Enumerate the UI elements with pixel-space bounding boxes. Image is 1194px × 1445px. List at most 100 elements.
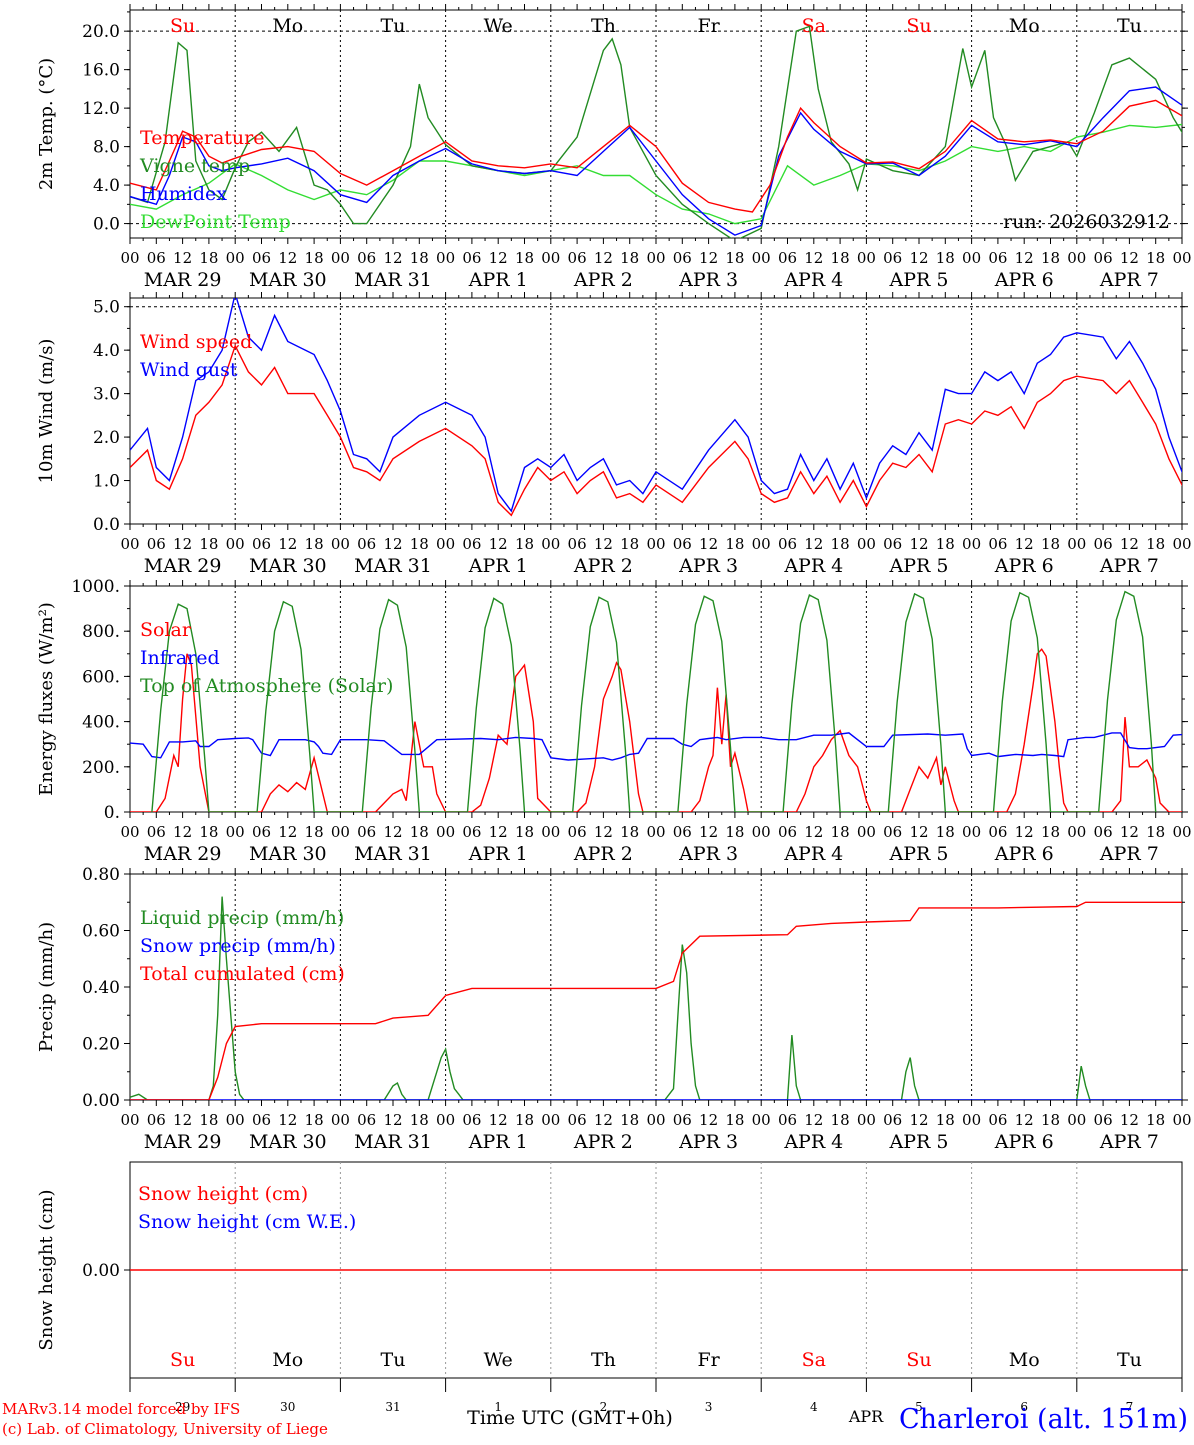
hour-tick-label: 18	[1146, 1111, 1165, 1129]
date-label: MAR 29	[144, 555, 222, 577]
hour-tick-label: 12	[699, 823, 718, 841]
hour-tick-label: 18	[725, 1111, 744, 1129]
legend-entry: Wind speed	[140, 331, 252, 353]
hour-tick-label: 00	[1067, 535, 1086, 553]
hour-tick-label: 00	[1067, 1111, 1086, 1129]
hour-tick-label: 18	[199, 1111, 218, 1129]
hour-tick-label: 06	[462, 249, 481, 267]
hour-tick-label: 18	[410, 823, 429, 841]
hour-tick-label: 00	[962, 1111, 981, 1129]
y-axis-label: Snow height (cm)	[36, 1189, 57, 1350]
date-label: MAR 30	[249, 1131, 327, 1153]
hour-tick-label: 18	[1146, 823, 1165, 841]
date-label: APR 3	[678, 555, 738, 577]
date-label: APR 1	[468, 555, 528, 577]
x-axis-label: Time UTC (GMT+0h)	[467, 1407, 673, 1429]
hour-tick-label: 18	[410, 249, 429, 267]
legend-entry: Infrared	[140, 647, 220, 669]
hour-tick-label: 12	[804, 249, 823, 267]
y-tick-label: 16.0	[82, 61, 120, 81]
hour-tick-label: 18	[515, 823, 534, 841]
hour-tick-label: 06	[883, 823, 902, 841]
day-name: Mo	[1009, 1349, 1040, 1371]
hour-tick-label: 06	[883, 1111, 902, 1129]
legend-entry: Solar	[140, 619, 192, 641]
hour-tick-label: 06	[673, 1111, 692, 1129]
hour-tick-label: 06	[568, 249, 587, 267]
hour-tick-label: 00	[331, 249, 350, 267]
hour-tick-label: 12	[173, 823, 192, 841]
hour-tick-label: 18	[515, 1111, 534, 1129]
hour-tick-label: 06	[252, 823, 271, 841]
date-label: APR 5	[889, 555, 949, 577]
hour-tick-label: 06	[1094, 823, 1113, 841]
day-name: Su	[170, 15, 195, 37]
hour-tick-label: 06	[673, 535, 692, 553]
series-line-solar	[130, 648, 1182, 812]
hour-tick-label: 00	[962, 249, 981, 267]
hour-tick-label: 00	[752, 249, 771, 267]
hour-tick-label: 12	[278, 1111, 297, 1129]
date-label: APR 1	[468, 843, 528, 865]
hour-tick-label: 00	[226, 535, 245, 553]
hour-tick-label: 06	[252, 535, 271, 553]
date-label: APR 7	[1099, 843, 1159, 865]
hour-tick-label: 06	[147, 249, 166, 267]
panel-5: 0.00 Snow height (cm) Su 29 Mo 30 Tu 31 We 1 Th 2 Fr…	[36, 1161, 1188, 1414]
hour-tick-label: 12	[1120, 249, 1139, 267]
y-tick-label: 800.	[82, 622, 120, 642]
hour-tick-label: 06	[568, 535, 587, 553]
date-label: APR 7	[1099, 269, 1159, 291]
date-label: APR 3	[678, 269, 738, 291]
date-label: MAR 31	[354, 1131, 432, 1153]
legend-entry: Temperature	[140, 127, 264, 149]
day-number: 30	[280, 1400, 295, 1414]
hour-tick-label: 06	[988, 1111, 1007, 1129]
y-tick-label: 0.0	[93, 215, 120, 235]
legend-entry: Vigne temp	[139, 155, 250, 177]
hour-tick-label: 06	[568, 823, 587, 841]
hour-tick-label: 00	[962, 823, 981, 841]
date-label: APR 2	[573, 843, 633, 865]
hour-tick-label: 00	[646, 249, 665, 267]
hour-tick-label: 06	[1094, 535, 1113, 553]
day-name: Tu	[1117, 15, 1142, 37]
hour-tick-label: 18	[1041, 535, 1060, 553]
hour-tick-label: 12	[1015, 823, 1034, 841]
y-tick-label: 1.0	[93, 472, 120, 492]
hour-tick-label: 00	[226, 823, 245, 841]
hour-tick-label: 12	[278, 535, 297, 553]
hour-tick-label: 06	[462, 1111, 481, 1129]
hour-tick-label: 00	[541, 823, 560, 841]
series-line-infrared	[130, 732, 1182, 761]
hour-tick-label: 00	[752, 535, 771, 553]
day-number: 3	[705, 1400, 713, 1414]
y-tick-label: 0.20	[82, 1035, 120, 1055]
hour-tick-label: 00	[226, 249, 245, 267]
day-number: 4	[810, 1400, 818, 1414]
hour-tick-label: 00	[646, 535, 665, 553]
hour-tick-label: 06	[673, 249, 692, 267]
hour-tick-label: 00	[120, 249, 139, 267]
day-name: Su	[906, 15, 931, 37]
hour-tick-label: 12	[1015, 1111, 1034, 1129]
hour-tick-label: 18	[515, 535, 534, 553]
hour-tick-label: 12	[909, 535, 928, 553]
hour-tick-label: 12	[383, 535, 402, 553]
hour-tick-label: 00	[857, 249, 876, 267]
hour-tick-label: 00	[752, 1111, 771, 1129]
legend-entry: Snow height (cm W.E.)	[138, 1211, 356, 1233]
series-line-wind-gust	[130, 298, 1182, 513]
hour-tick-label: 12	[594, 249, 613, 267]
hour-tick-label: 00	[857, 823, 876, 841]
hour-tick-label: 18	[1146, 535, 1165, 553]
hour-tick-label: 00	[1172, 249, 1191, 267]
hour-tick-label: 06	[147, 823, 166, 841]
legend-entry: Humidex	[140, 183, 227, 205]
y-tick-label: 1000.	[71, 577, 120, 597]
day-number: 29	[175, 1400, 190, 1414]
hour-tick-label: 18	[620, 823, 639, 841]
day-name: Tu	[1117, 1349, 1142, 1371]
hour-tick-label: 12	[699, 535, 718, 553]
date-label: APR 4	[783, 555, 843, 577]
